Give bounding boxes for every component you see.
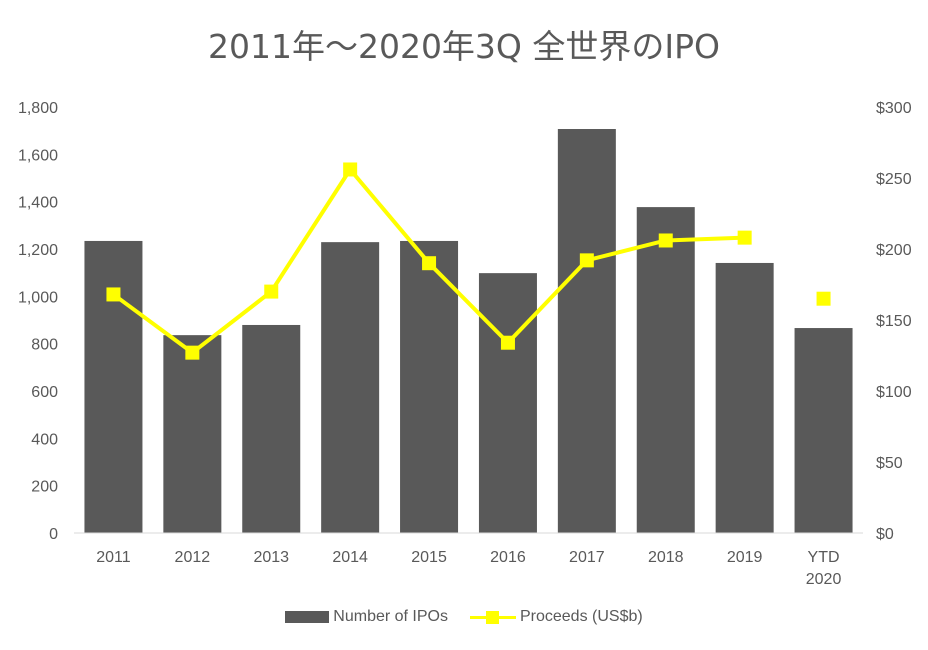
proceeds-marker — [737, 230, 752, 245]
legend-label-ipos: Number of IPOs — [333, 608, 448, 625]
proceeds-marker — [106, 287, 121, 302]
legend-label-proceeds: Proceeds (US$b) — [519, 608, 643, 625]
x-tick-label: 2014 — [332, 549, 368, 566]
left-tick-label: 800 — [31, 337, 58, 354]
bar — [84, 240, 143, 533]
x-tick-label: YTD — [808, 549, 840, 566]
right-tick-label: $100 — [876, 384, 912, 401]
bar — [715, 262, 774, 533]
left-tick-label: 1,400 — [18, 195, 58, 212]
x-tick-label: 2016 — [490, 549, 526, 566]
bar — [321, 242, 380, 534]
legend: Number of IPOs Proceeds (US$b) — [0, 608, 928, 626]
legend-item-ipos: Number of IPOs — [285, 608, 448, 626]
x-tick-label: 2019 — [727, 549, 763, 566]
left-tick-label: 200 — [31, 479, 58, 496]
x-tick-label: 2013 — [253, 549, 289, 566]
left-tick-label: 1,600 — [18, 147, 58, 164]
left-tick-label: 600 — [31, 384, 58, 401]
left-tick-label: 1,800 — [18, 100, 58, 117]
bar — [794, 328, 853, 533]
chart-title: 2011年～2020年3Q 全世界のIPO — [207, 27, 721, 66]
x-tick-label: 2017 — [569, 549, 605, 566]
left-tick-label: 1,000 — [18, 289, 58, 306]
bar — [242, 324, 301, 533]
right-tick-label: $150 — [876, 313, 912, 330]
legend-swatch-bar — [285, 611, 330, 623]
bar — [478, 273, 537, 533]
right-tick-label: $0 — [876, 526, 894, 543]
left-tick-label: 400 — [31, 431, 58, 448]
right-tick-label: $200 — [876, 242, 912, 259]
x-tick-label: 2012 — [175, 549, 211, 566]
bar — [400, 240, 459, 533]
proceeds-marker — [500, 335, 515, 350]
right-tick-label: $300 — [876, 100, 912, 117]
proceeds-marker — [658, 233, 673, 248]
right-tick-label: $250 — [876, 171, 912, 188]
proceeds-marker — [422, 256, 437, 271]
left-tick-label: 1,200 — [18, 242, 58, 259]
bar — [636, 207, 695, 534]
proceeds-marker — [264, 284, 279, 299]
proceeds-marker — [579, 253, 594, 268]
proceeds-marker — [343, 162, 358, 177]
proceeds-marker — [185, 345, 200, 360]
legend-swatch-line — [469, 611, 516, 624]
bar — [163, 335, 222, 533]
x-tick-label: 2015 — [411, 549, 447, 566]
proceeds-marker — [816, 291, 831, 306]
x-tick-label: 2018 — [648, 549, 684, 566]
bar — [557, 129, 616, 533]
x-tick-label: 2020 — [806, 571, 842, 588]
x-tick-label: 2011 — [96, 549, 131, 566]
left-tick-label: 0 — [49, 526, 58, 543]
right-tick-label: $50 — [876, 455, 903, 472]
legend-item-proceeds: Proceeds (US$b) — [469, 608, 643, 626]
